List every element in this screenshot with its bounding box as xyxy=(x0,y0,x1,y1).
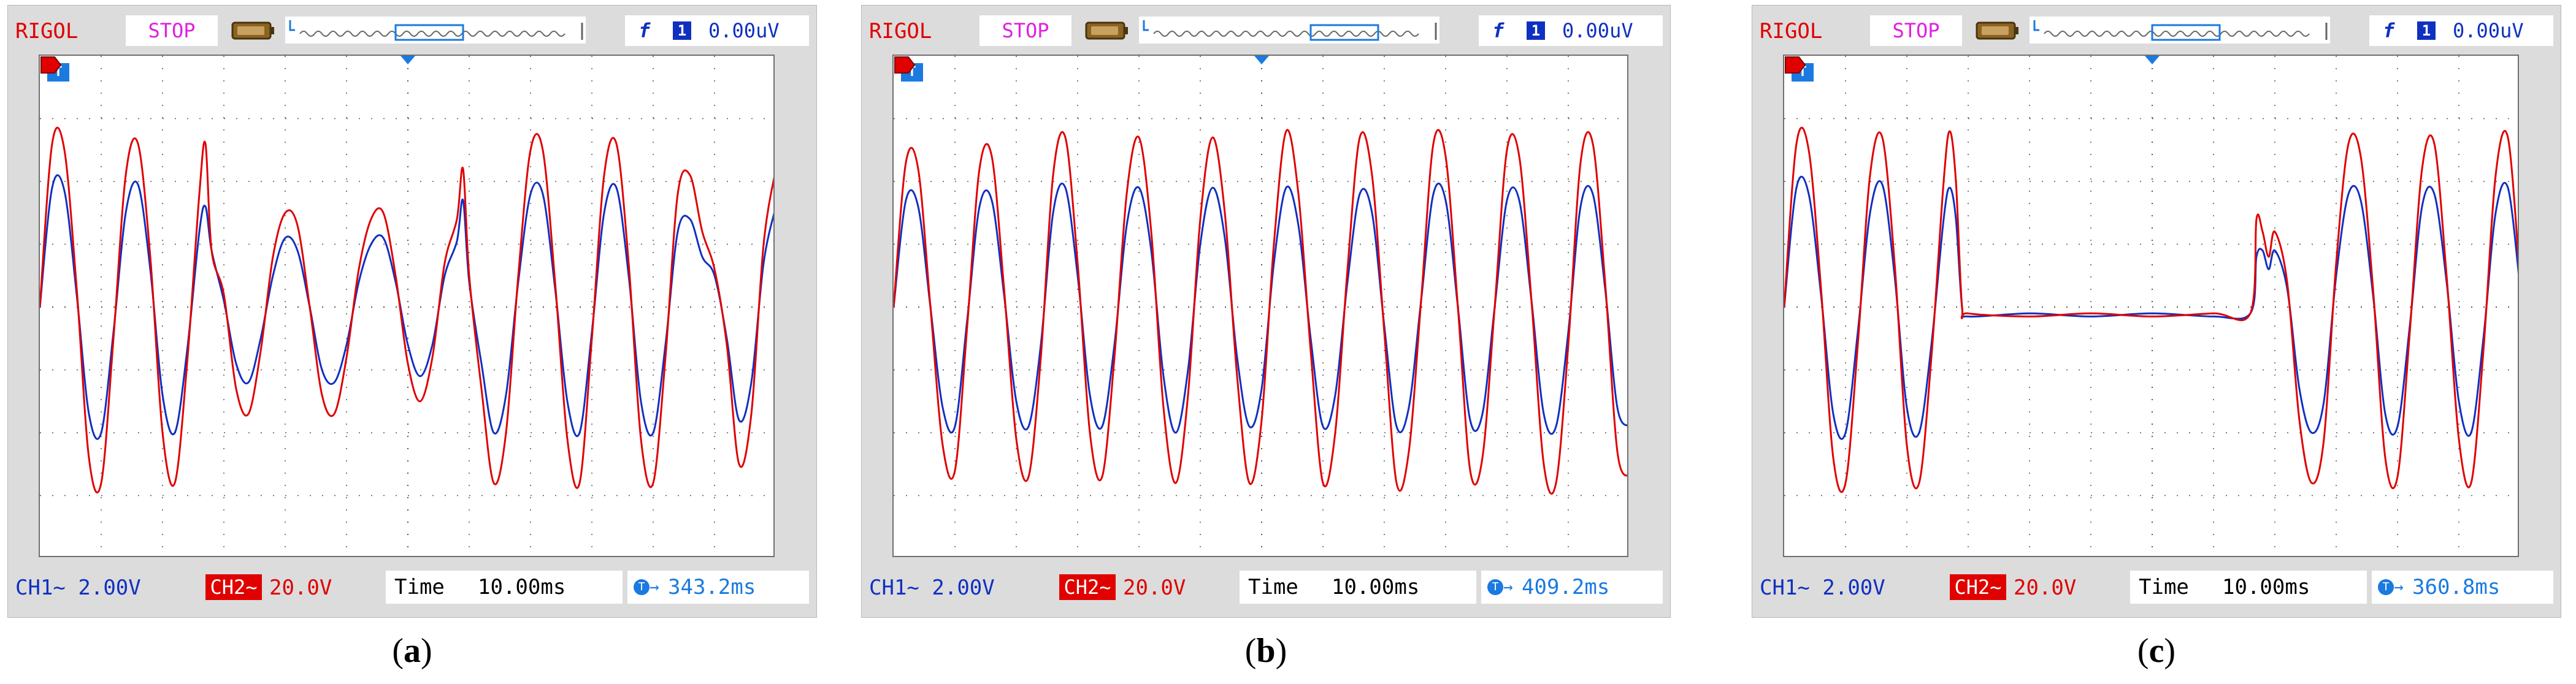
trigger-offset-icon: T xyxy=(1487,579,1503,595)
run-state-badge[interactable]: STOP xyxy=(979,15,1071,46)
brand-label: RIGOL xyxy=(15,19,79,44)
trigger-level: 0.00uV xyxy=(1562,19,1633,42)
ch1-scale[interactable]: CH1~ 2.00V xyxy=(869,576,995,600)
oscilloscope-frame: RIGOL STOP f 1 0.00uV T xyxy=(7,5,817,618)
trigger-offset-icon: T xyxy=(634,579,650,595)
battery-icon xyxy=(1976,21,2018,40)
trigger-settings[interactable]: f 1 0.00uV xyxy=(1479,15,1663,46)
memory-depth-icon xyxy=(285,17,586,44)
ch2-tag[interactable]: CH2~ xyxy=(205,574,262,600)
battery-icon xyxy=(1085,21,1128,40)
timebase-readout[interactable]: Time 10.00ms xyxy=(1240,571,1476,604)
bottom-status-bar: CH1~ 2.00V CH2~ 20.0V Time 10.00ms T → 3… xyxy=(12,568,813,606)
arrow-right-icon: → xyxy=(1503,578,1513,596)
ch2-scale: 20.0V xyxy=(269,576,332,600)
arrow-right-icon: → xyxy=(650,578,659,596)
rising-edge-icon: f xyxy=(638,19,651,42)
ch2-tag[interactable]: CH2~ xyxy=(1059,574,1116,600)
rising-edge-icon: f xyxy=(2383,19,2395,42)
top-status-bar: RIGOL STOP f 1 0.00uV xyxy=(865,13,1666,50)
ch2-waveform xyxy=(1784,126,2518,493)
channel-ground-marker-icon xyxy=(40,56,62,74)
panel-caption: (c) xyxy=(2137,632,2176,670)
waveform-screen: T xyxy=(1783,55,2519,557)
ch2-scale: 20.0V xyxy=(2014,576,2077,600)
trigger-settings[interactable]: f 1 0.00uV xyxy=(2369,15,2553,46)
trigger-source-badge: 1 xyxy=(2417,21,2436,40)
ch1-waveform xyxy=(1784,175,2518,440)
brand-label: RIGOL xyxy=(1760,19,1823,44)
run-state-badge[interactable]: STOP xyxy=(1870,15,1962,46)
channel-ground-marker-icon xyxy=(894,56,916,74)
waveform-screen: T xyxy=(892,55,1628,557)
battery-icon xyxy=(231,21,274,40)
panel-c: RIGOL STOP f 1 0.00uV T xyxy=(1752,0,2561,684)
oscilloscope-frame: RIGOL STOP f 1 0.00uV T xyxy=(861,5,1671,618)
waveform-plot xyxy=(894,56,1627,556)
trigger-time-marker xyxy=(2145,56,2160,64)
panel-a: RIGOL STOP f 1 0.00uV T xyxy=(7,0,817,684)
trigger-offset-icon: T xyxy=(2378,579,2394,595)
panel-b: RIGOL STOP f 1 0.00uV T xyxy=(861,0,1671,684)
timebase-readout[interactable]: Time 10.00ms xyxy=(2130,571,2367,604)
ch1-scale[interactable]: CH1~ 2.00V xyxy=(1760,576,1885,600)
panel-caption: (b) xyxy=(1244,632,1287,670)
trigger-offset-readout[interactable]: T → 343.2ms xyxy=(627,571,809,604)
trigger-source-badge: 1 xyxy=(1527,21,1545,40)
panel-caption: (a) xyxy=(392,632,432,670)
graticule xyxy=(40,56,773,556)
ch1-waveform xyxy=(894,182,1627,435)
ch2-waveform xyxy=(40,126,773,493)
trigger-source-badge: 1 xyxy=(673,21,691,40)
ch2-scale: 20.0V xyxy=(1123,576,1186,600)
trigger-settings[interactable]: f 1 0.00uV xyxy=(625,15,809,46)
memory-depth-icon xyxy=(1139,17,1439,44)
trigger-time-marker xyxy=(1254,56,1269,64)
trigger-offset-readout[interactable]: T → 360.8ms xyxy=(2372,571,2553,604)
graticule xyxy=(894,56,1627,556)
top-status-bar: RIGOL STOP f 1 0.00uV xyxy=(1756,13,2557,50)
bottom-status-bar: CH1~ 2.00V CH2~ 20.0V Time 10.00ms T → 4… xyxy=(865,568,1666,606)
ch1-scale[interactable]: CH1~ 2.00V xyxy=(15,576,141,600)
channel-ground-marker-icon xyxy=(1785,56,1806,74)
trigger-offset-readout[interactable]: T → 409.2ms xyxy=(1481,571,1663,604)
bottom-status-bar: CH1~ 2.00V CH2~ 20.0V Time 10.00ms T → 3… xyxy=(1756,568,2557,606)
arrow-right-icon: → xyxy=(2394,578,2404,596)
trigger-level: 0.00uV xyxy=(708,19,780,42)
trigger-level: 0.00uV xyxy=(2453,19,2524,42)
rising-edge-icon: f xyxy=(1492,19,1505,42)
trigger-time-marker xyxy=(401,56,415,64)
timebase-readout[interactable]: Time 10.00ms xyxy=(386,571,623,604)
run-state-badge[interactable]: STOP xyxy=(126,15,218,46)
oscilloscope-frame: RIGOL STOP f 1 0.00uV T xyxy=(1752,5,2561,618)
waveform-screen: T xyxy=(39,55,775,557)
top-status-bar: RIGOL STOP f 1 0.00uV xyxy=(12,13,813,50)
ch2-tag[interactable]: CH2~ xyxy=(1950,574,2006,600)
graticule xyxy=(1784,56,2518,556)
waveform-plot xyxy=(1784,56,2518,556)
ch2-waveform xyxy=(894,129,1627,495)
memory-depth-icon xyxy=(2030,17,2330,44)
brand-label: RIGOL xyxy=(869,19,932,44)
waveform-plot xyxy=(40,56,773,556)
